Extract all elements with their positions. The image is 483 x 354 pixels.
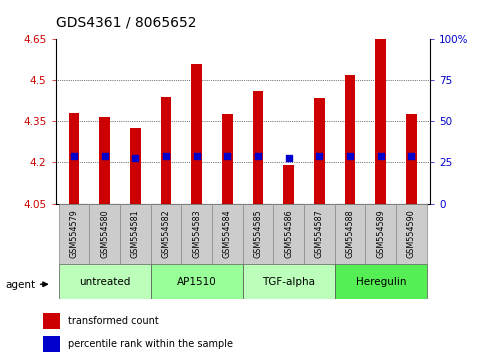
Text: GSM554586: GSM554586 (284, 210, 293, 258)
Bar (151, 204, 181, 264)
Bar (161, 97, 171, 204)
Bar (335, 264, 427, 299)
Text: GSM554583: GSM554583 (192, 210, 201, 258)
Bar (243, 204, 273, 264)
Text: agent: agent (6, 280, 36, 290)
Bar (304, 204, 335, 264)
Bar (406, 114, 417, 204)
Text: GSM554581: GSM554581 (131, 210, 140, 258)
Text: GSM554584: GSM554584 (223, 210, 232, 258)
Text: GSM554579: GSM554579 (70, 210, 78, 258)
Bar (335, 204, 366, 264)
Text: GSM554588: GSM554588 (346, 210, 355, 258)
Point (346, 153, 354, 158)
Bar (396, 204, 427, 264)
Bar (273, 204, 304, 264)
Point (131, 155, 139, 161)
Bar (375, 39, 386, 204)
Bar (314, 98, 325, 204)
Text: transformed count: transformed count (69, 316, 159, 326)
Bar (366, 204, 396, 264)
Bar (69, 113, 79, 204)
Text: GSM554580: GSM554580 (100, 210, 109, 258)
Bar (181, 204, 212, 264)
Point (254, 153, 262, 158)
Point (408, 153, 415, 158)
Text: GSM554590: GSM554590 (407, 210, 416, 258)
Text: Heregulin: Heregulin (355, 277, 406, 287)
Point (377, 153, 384, 158)
Point (224, 153, 231, 158)
Point (315, 153, 323, 158)
Text: GSM554589: GSM554589 (376, 210, 385, 258)
Point (101, 153, 109, 158)
Bar (99, 117, 110, 204)
Point (162, 153, 170, 158)
Text: percentile rank within the sample: percentile rank within the sample (69, 339, 233, 349)
Text: untreated: untreated (79, 277, 130, 287)
Bar (151, 264, 243, 299)
Point (70, 153, 78, 158)
Text: AP1510: AP1510 (177, 277, 216, 287)
Bar (253, 91, 263, 204)
Bar (120, 204, 151, 264)
Point (193, 153, 200, 158)
Bar (345, 75, 355, 204)
Text: GSM554582: GSM554582 (161, 210, 170, 258)
Bar (43, 313, 60, 329)
Bar (58, 204, 89, 264)
Text: TGF-alpha: TGF-alpha (262, 277, 315, 287)
Text: GDS4361 / 8065652: GDS4361 / 8065652 (56, 16, 196, 30)
Bar (212, 204, 243, 264)
Text: GSM554585: GSM554585 (254, 210, 263, 258)
Bar (43, 336, 60, 352)
Bar (130, 128, 141, 204)
Text: GSM554587: GSM554587 (315, 210, 324, 258)
Bar (284, 165, 294, 204)
Point (285, 155, 293, 161)
Bar (89, 204, 120, 264)
Bar (222, 114, 233, 204)
Bar (58, 264, 151, 299)
Bar (243, 264, 335, 299)
Bar (191, 64, 202, 204)
